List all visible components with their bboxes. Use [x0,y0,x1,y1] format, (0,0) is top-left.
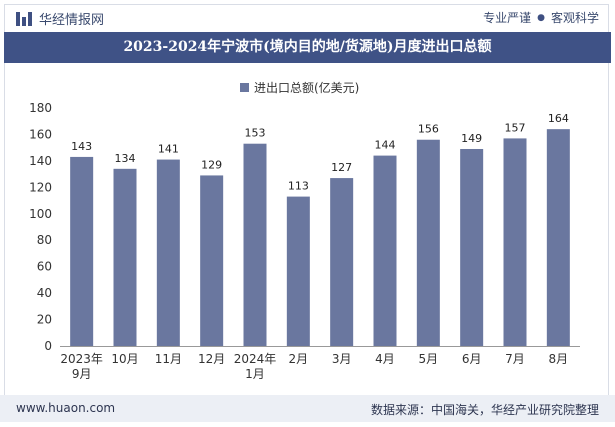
legend-swatch [240,83,249,92]
bar [70,156,94,346]
bar [113,168,137,346]
y-tick-label: 160 [29,127,52,141]
y-tick-label: 80 [37,233,52,247]
y-tick-label: 100 [29,207,52,221]
bar-value-label: 134 [115,152,136,165]
x-tick-label: 3月 [332,352,352,366]
y-tick-label: 140 [29,154,52,168]
top-bar: 华经情报网 专业严谨 ● 客观科学 [0,0,615,32]
x-tick-label: 4月 [375,352,395,366]
x-tick-label: 10月 [111,352,138,366]
bar-value-label: 143 [71,140,92,153]
tagline-left: 专业严谨 [483,11,532,25]
bar-value-label: 144 [375,139,396,152]
y-tick-label: 60 [37,260,52,274]
brand[interactable]: 华经情报网 [16,9,104,28]
bar [330,178,354,346]
x-axis: 2023年 9月 10月 11月 12月 2024年 1月 2月 3月 4月 5月 6月 7月 8月 [60,346,580,381]
y-tick-label: 180 [29,101,52,115]
bar-value-label: 113 [288,180,309,193]
x-tick-label: 7月 [505,352,525,366]
x-tick-label: 8月 [549,352,569,366]
x-tick-label: 2023年 9月 [60,352,103,381]
x-tick-label: 12月 [198,352,225,366]
y-tick-label: 0 [44,339,52,353]
brand-logo-icon [16,11,32,26]
x-tick-label: 11月 [155,352,182,366]
x-tick-label: 2月 [289,352,309,366]
bar-value-label: 157 [505,121,526,134]
bar [200,175,224,346]
bar [373,155,397,346]
bar-value-label: 153 [245,127,266,140]
bars: 143 134 141 129 153 113 127 144 156 149 157 164 [70,112,570,346]
bar-value-label: 156 [418,123,439,136]
bar-value-label: 141 [158,143,179,156]
y-axis: 0 20 40 60 80 100 120 140 160 180 [29,101,52,353]
y-tick-label: 120 [29,180,52,194]
bar [286,196,310,346]
bar [546,129,570,346]
bar-value-label: 149 [461,132,482,145]
bar [243,143,267,346]
footer: www.huaon.com 数据来源：中国海关，华经产业研究院整理 [0,395,615,422]
y-tick-label: 20 [37,313,52,327]
chart-legend: 进出口总额(亿美元) [240,79,359,96]
x-tick-label: 2024年 1月 [234,352,277,381]
footer-source: 数据来源：中国海关，华经产业研究院整理 [370,403,599,417]
brand-name: 华经情报网 [39,13,105,28]
bar [460,148,484,346]
bar [416,139,440,346]
footer-website[interactable]: www.huaon.com [16,401,116,415]
y-tick-label: 40 [37,286,52,300]
legend-label: 进出口总额(亿美元) [254,81,360,95]
chart-title: 2023-2024年宁波市(境内目的地/货源地)月度进出口总额 [4,32,611,63]
bar [503,138,527,346]
bar-value-label: 127 [331,161,352,174]
bar-value-label: 164 [548,112,569,125]
separator-dot-icon: ● [537,12,545,23]
bar-value-label: 129 [201,158,222,171]
bar [156,159,180,346]
tagline-right: 客观科学 [550,11,599,25]
x-tick-label: 6月 [462,352,482,366]
x-tick-label: 5月 [419,352,439,366]
tagline: 专业严谨 ● 客观科学 [483,9,599,26]
